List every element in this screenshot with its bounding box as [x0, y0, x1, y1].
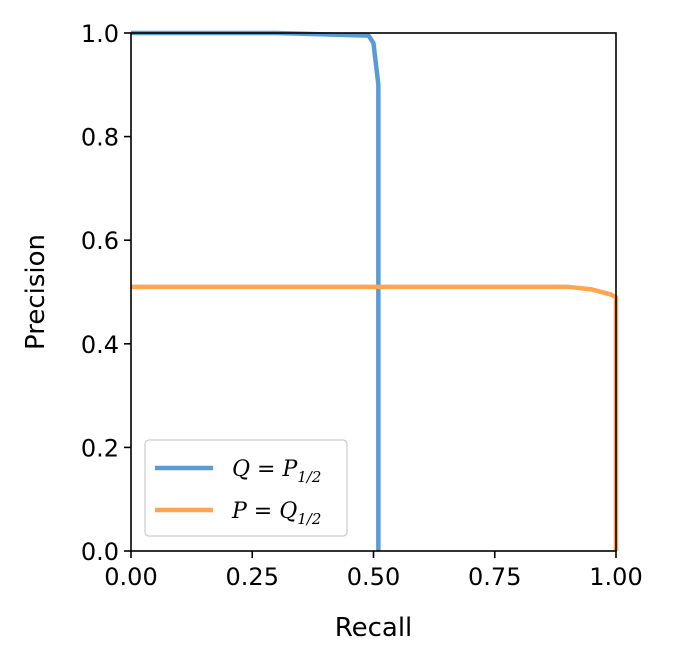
- x-tick-label: 0.75: [468, 563, 521, 591]
- legend: Q = P1/2 P = Q1/2: [144, 439, 348, 537]
- legend-label-1: Q = P1/2: [232, 457, 321, 486]
- y-axis-label: Precision: [21, 234, 51, 350]
- x-tick-label: 1.00: [589, 563, 642, 591]
- x-tick-label: 0.50: [347, 563, 400, 591]
- y-tick-label: 0.0: [81, 538, 119, 566]
- x-axis-label: Recall: [335, 613, 413, 643]
- y-tick-label: 0.2: [81, 434, 119, 462]
- y-tick-label: 0.8: [81, 124, 119, 152]
- y-tick-label: 0.6: [81, 227, 119, 255]
- y-tick-label: 0.4: [81, 331, 119, 359]
- legend-label-2: P = Q1/2: [231, 499, 321, 528]
- ticks-layer: 0.00 0.25 0.50 0.75 1.00 0.0 0.2 0.4 0.6 0.8 1.0: [81, 20, 643, 591]
- y-tick-label: 1.0: [81, 20, 119, 48]
- x-tick-label: 0.00: [104, 563, 157, 591]
- x-tick-label: 0.25: [226, 563, 279, 591]
